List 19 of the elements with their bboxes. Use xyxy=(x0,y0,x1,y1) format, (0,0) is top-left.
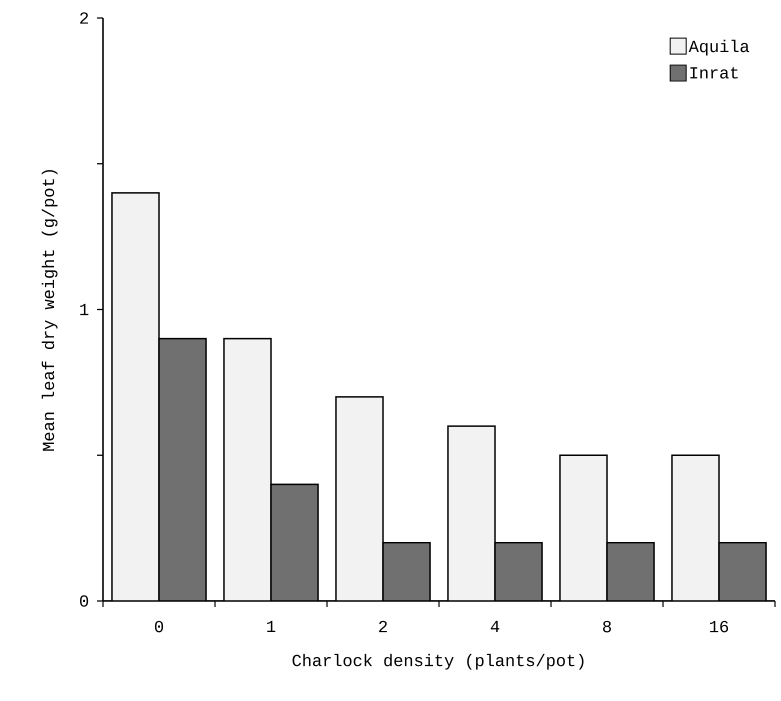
bar xyxy=(159,338,206,601)
x-tick-label: 16 xyxy=(710,620,728,632)
bar xyxy=(383,542,430,601)
x-axis-title: Charlock density (plants/pot) xyxy=(292,654,584,670)
bar xyxy=(607,542,654,601)
legend-label: Aquila xyxy=(688,40,750,56)
bar xyxy=(718,542,767,601)
bar xyxy=(495,542,542,601)
y-axis-title: Mean leaf dry weight (g/pot) xyxy=(42,170,58,451)
bar xyxy=(271,484,318,601)
y-tick-label: 0 xyxy=(80,595,88,607)
x-tick-label: 1 xyxy=(267,620,276,632)
x-tick-label: 2 xyxy=(379,620,387,632)
y-tick-label: 1 xyxy=(80,304,88,316)
x-tick-label: 8 xyxy=(603,620,611,632)
y-tick-label: 2 xyxy=(80,12,88,24)
x-tick-label: 4 xyxy=(490,620,500,632)
x-tick-label: 0 xyxy=(154,620,164,632)
legend-label: Inrat xyxy=(690,67,738,79)
